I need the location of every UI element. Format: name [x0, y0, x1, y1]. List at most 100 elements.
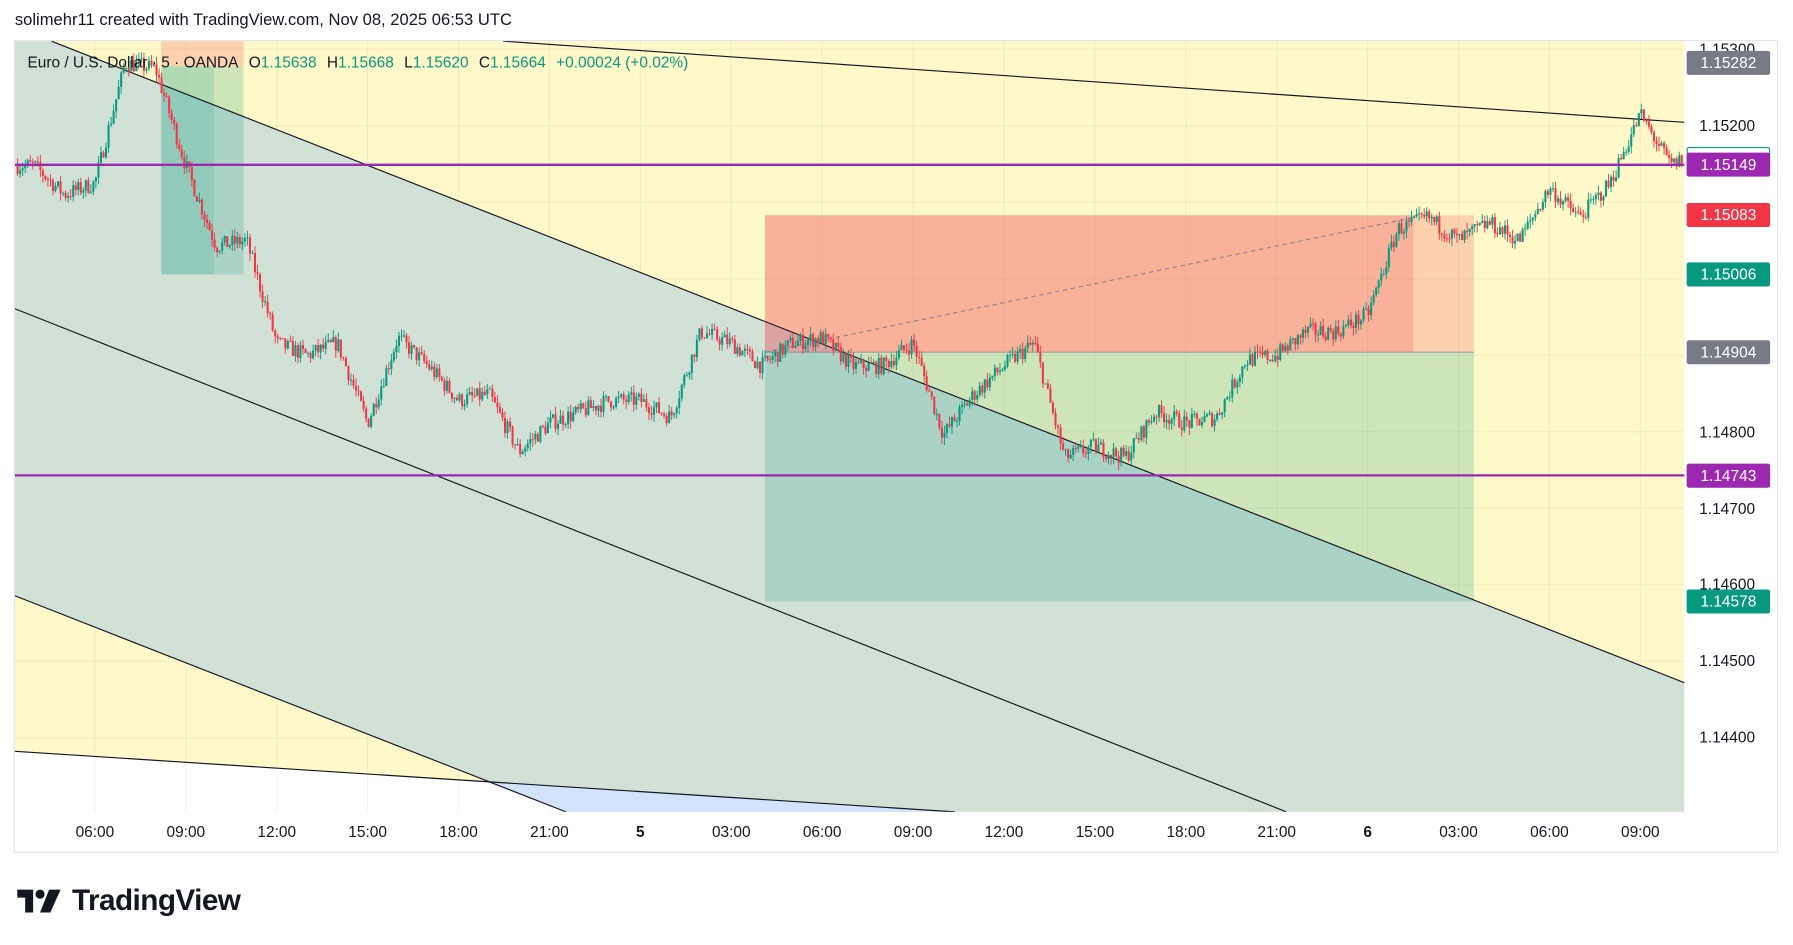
- candle-body: [438, 368, 441, 377]
- candle-body: [804, 344, 807, 349]
- candle-body: [1604, 180, 1608, 197]
- candle-body: [1511, 237, 1514, 244]
- candle-body: [142, 58, 145, 71]
- candle-body: [1152, 416, 1156, 422]
- candle-body: [784, 345, 787, 355]
- candle-body: [246, 237, 249, 239]
- candle-body: [84, 180, 87, 191]
- channel-middle-line[interactable]: [14, 308, 1287, 812]
- candle-body: [158, 74, 161, 78]
- candle-body: [74, 185, 77, 191]
- candle-body: [814, 338, 817, 347]
- channel-lower-line[interactable]: [14, 595, 567, 812]
- candle-body: [370, 415, 373, 427]
- candle-body: [779, 343, 782, 362]
- candle-body: [1405, 220, 1408, 232]
- candle-body: [1655, 140, 1658, 144]
- candle-body: [251, 253, 254, 254]
- candle-body: [375, 403, 378, 408]
- candle-body: [1673, 158, 1676, 163]
- candle-body: [971, 391, 974, 400]
- candle-body: [695, 339, 698, 358]
- candle-body: [1455, 233, 1459, 236]
- candle-body: [1415, 213, 1418, 217]
- candle-body: [29, 160, 32, 163]
- candle-body: [1286, 345, 1289, 351]
- time-tick-label: 18:00: [1166, 823, 1206, 841]
- tradingview-logo[interactable]: TradingView: [17, 883, 241, 918]
- candle-body: [819, 332, 822, 343]
- candle-body: [228, 244, 231, 248]
- candle-body: [476, 388, 479, 396]
- channel-upper-line[interactable]: [51, 41, 1685, 684]
- time-tick-label: 15:00: [1075, 823, 1115, 841]
- candle-body: [668, 411, 671, 424]
- candle-body: [764, 355, 767, 358]
- candle-body: [1188, 420, 1191, 428]
- tradingview-logo-icon: [17, 889, 61, 912]
- candle-body: [1190, 414, 1193, 428]
- candle-body: [733, 339, 736, 354]
- low-value: 1.15620: [412, 53, 469, 71]
- trend-line-bottom[interactable]: [14, 750, 955, 812]
- candle-body: [163, 92, 166, 96]
- candle-body: [1410, 217, 1413, 222]
- candle-body: [223, 236, 226, 243]
- candle-body: [839, 346, 842, 362]
- target-zone[interactable]: [764, 352, 1474, 602]
- candle-body: [1569, 200, 1572, 209]
- candle-body: [1640, 109, 1643, 114]
- high-label: H: [326, 53, 339, 71]
- candle-body: [748, 349, 751, 352]
- candle-body: [637, 393, 640, 397]
- candle-body: [1021, 348, 1024, 360]
- candle-body: [362, 400, 365, 409]
- candle-body: [963, 403, 966, 405]
- candle-body: [1208, 413, 1211, 415]
- candle-body: [1294, 338, 1297, 345]
- candle-body: [511, 427, 514, 445]
- candle-body: [372, 403, 375, 416]
- candle-body: [509, 421, 512, 428]
- candle-body: [1155, 416, 1158, 418]
- candle-body: [26, 160, 29, 165]
- candle-body: [557, 423, 560, 429]
- candle-body: [327, 339, 330, 342]
- stop-zone-2[interactable]: [161, 41, 244, 67]
- candle-body: [41, 170, 44, 176]
- candle-body: [466, 394, 469, 405]
- candle-body: [897, 350, 900, 358]
- time-tick-label: 18:00: [439, 823, 478, 841]
- candle-body: [1503, 225, 1507, 234]
- candle-body: [264, 301, 267, 303]
- candle-body: [1594, 194, 1597, 200]
- candle-body: [1445, 238, 1448, 240]
- candle-body: [1473, 224, 1476, 227]
- candle-body: [1541, 201, 1544, 210]
- trade-path-line: [764, 217, 1414, 353]
- level-lines[interactable]: [14, 163, 1685, 477]
- candle-body: [1056, 425, 1060, 428]
- candle-body: [402, 335, 406, 337]
- candle-body: [1448, 238, 1451, 240]
- candle-body: [665, 415, 668, 424]
- candle-body: [1216, 413, 1219, 420]
- trend-line-top[interactable]: [503, 41, 1685, 123]
- candle-body: [1183, 416, 1186, 431]
- candle-body: [1269, 359, 1272, 361]
- candle-body: [256, 272, 259, 275]
- candle-body: [658, 402, 661, 414]
- candle-body: [195, 196, 198, 202]
- symbol-name[interactable]: Euro / U.S. Dollar · 5 · OANDA: [27, 53, 239, 71]
- candle-body: [900, 345, 903, 351]
- candle-body: [993, 367, 996, 376]
- candle-body: [1026, 342, 1029, 349]
- candle-body: [54, 185, 57, 191]
- candle-body: [82, 190, 85, 193]
- candle-body: [31, 162, 34, 163]
- candle-body: [602, 396, 605, 412]
- candle-body: [87, 180, 90, 193]
- candle-body: [486, 389, 489, 395]
- candle-body: [1521, 229, 1524, 242]
